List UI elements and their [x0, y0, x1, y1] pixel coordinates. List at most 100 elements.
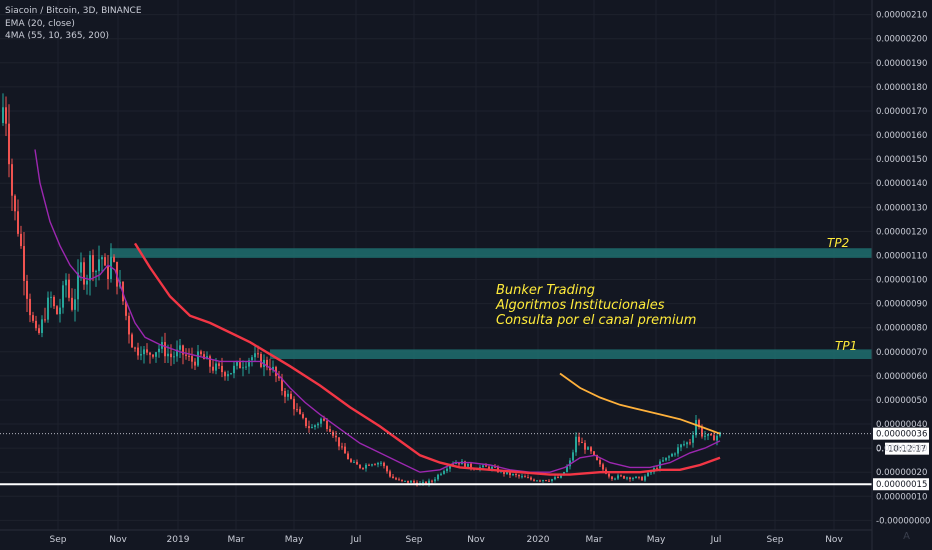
y-tick-label: 0.00000070 [876, 348, 927, 358]
candle-body [386, 466, 388, 472]
candle-body [44, 319, 46, 321]
ma4-indicator-label[interactable]: 4MA (55, 10, 365, 200) [5, 31, 109, 41]
x-tick-label: Sep [50, 535, 67, 545]
bar-countdown-label: 10:12:17 [888, 445, 926, 455]
candle-body [314, 425, 316, 428]
zone-tp2 [110, 248, 872, 258]
y-tick-label: 0.00000190 [876, 59, 927, 69]
candle-body [41, 319, 43, 333]
candle-body [371, 464, 373, 466]
candle-body [368, 464, 370, 466]
candle-body [662, 460, 664, 462]
candle-body [305, 417, 307, 427]
candle-body [485, 465, 487, 467]
candle-body [185, 354, 187, 356]
candle-body [695, 420, 697, 436]
candle-body [320, 418, 322, 424]
candle-body [5, 107, 7, 124]
candle-body [50, 296, 52, 298]
candle-body [401, 479, 403, 481]
candle-body [56, 306, 58, 315]
candle-body [710, 434, 712, 436]
candle-body [86, 280, 88, 285]
x-tick-label: Jul [350, 535, 362, 545]
candle-body [113, 256, 115, 262]
candle-body [533, 479, 535, 481]
promo-annotation: Bunker Trading Algoritmos Institucionale… [496, 283, 696, 328]
candle-body [596, 455, 598, 461]
candle-body [536, 480, 538, 482]
annotation-line-3: Consulta por el canal premium [496, 313, 697, 328]
candle-body [431, 480, 433, 482]
y-tick-label: 0.00000100 [876, 276, 927, 286]
x-tick-label: May [285, 535, 304, 545]
symbol-title[interactable]: Siacoin / Bitcoin, 3D, BINANCE [5, 6, 142, 16]
candle-body [407, 480, 409, 483]
candle-body [335, 435, 337, 438]
candle-body [620, 475, 622, 477]
candle-body [95, 271, 97, 273]
y-tick-label: 0.00000010 [876, 492, 927, 502]
candle-body [287, 393, 289, 397]
candle-body [146, 349, 148, 353]
candle-body [347, 453, 349, 460]
candle-body [656, 468, 658, 470]
candle-body [104, 257, 106, 266]
candle-body [581, 442, 583, 444]
candle-body [380, 462, 382, 464]
overlap-price-label: 0. [876, 445, 884, 455]
candle-body [143, 349, 145, 355]
y-tick-label: 0.00000020 [876, 468, 927, 478]
candle-body [692, 435, 694, 443]
candle-body [134, 347, 136, 349]
candle-body [284, 390, 286, 397]
candle-body [491, 466, 493, 470]
candle-body [155, 352, 157, 357]
candle-body [251, 357, 253, 361]
candle-body [614, 478, 616, 480]
candle-body [554, 477, 556, 480]
candle-body [611, 476, 613, 480]
candle-body [194, 361, 196, 366]
candle-body [572, 452, 574, 461]
candle-body [629, 477, 631, 480]
target-zones [110, 248, 872, 360]
candle-body [209, 356, 211, 367]
candle-body [212, 366, 214, 371]
candle-body [377, 462, 379, 465]
candle-body [308, 426, 310, 429]
candle-body [392, 476, 394, 479]
candle-body [293, 398, 295, 410]
ema-indicator-label[interactable]: EMA (20, close) [5, 18, 75, 29]
ema-line [34, 149, 721, 473]
candle-body [686, 442, 688, 445]
candle-body [701, 426, 703, 437]
candle-body [404, 480, 406, 482]
candle-body [464, 461, 466, 467]
candle-body [125, 301, 127, 316]
candle-body [11, 164, 13, 196]
y-tick-label: 0.00000150 [876, 155, 927, 165]
candle-body [170, 353, 172, 358]
candle-body [689, 442, 691, 444]
candle-body [29, 298, 31, 316]
candle-body [707, 434, 709, 436]
candle-body [53, 296, 55, 307]
candle-body [575, 436, 577, 453]
candle-body [38, 328, 40, 333]
candle-body [494, 466, 496, 468]
x-tick-label: 2019 [167, 535, 190, 545]
candle-body [632, 478, 634, 480]
candlestick-series [2, 93, 721, 487]
last-price-label: 0.00000036 [876, 430, 927, 440]
chart-legend: Siacoin / Bitcoin, 3D, BINANCE EMA (20, … [5, 5, 142, 43]
candle-body [410, 480, 412, 483]
candle-body [644, 476, 646, 481]
candle-body [74, 299, 76, 310]
candle-body [311, 427, 313, 429]
candle-body [89, 255, 91, 281]
candle-body [266, 359, 268, 368]
candle-body [128, 315, 130, 335]
candle-body [428, 480, 430, 485]
